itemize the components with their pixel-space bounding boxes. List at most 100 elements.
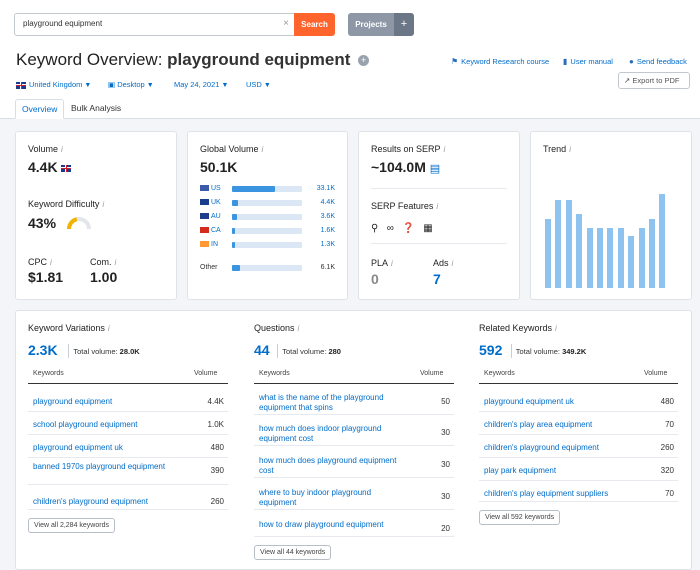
serp-features-icons: ⚲ ∞ ❓ ▦ — [371, 218, 433, 236]
column-header-keywords: Keywords — [33, 370, 64, 377]
country-row[interactable]: IN — [200, 241, 218, 248]
keyword-volume: 70 — [665, 489, 674, 498]
country-volume[interactable]: 4.4K — [320, 199, 335, 206]
country-row[interactable]: US — [200, 185, 221, 192]
tab-bulk-analysis[interactable]: Bulk Analysis — [71, 103, 122, 113]
tabs-divider — [0, 118, 700, 119]
keyword-variations-count[interactable]: 2.3K — [28, 342, 58, 358]
trend-label: Trend i — [543, 144, 571, 154]
other-bar — [232, 265, 302, 271]
country-row[interactable]: CA — [200, 227, 221, 234]
uk-flag-icon — [61, 164, 72, 172]
keyword-variations-view-all-button[interactable]: View all 2,284 keywords — [28, 518, 115, 533]
country-row[interactable]: UK — [200, 199, 221, 206]
row-divider — [254, 477, 454, 478]
export-pdf-button[interactable]: ↗ Export to PDF — [618, 72, 690, 89]
clear-icon[interactable]: × — [283, 18, 289, 29]
row-divider — [28, 509, 228, 510]
chevron-down-icon: ▼ — [221, 82, 229, 89]
related-keywords-view-all-button[interactable]: View all 592 keywords — [479, 510, 561, 525]
serp-value: ~104.0M ▤ — [371, 159, 441, 175]
questions-count[interactable]: 44 — [254, 342, 270, 358]
related-keywords-title: Related Keywords i — [479, 323, 557, 333]
separator — [510, 344, 512, 358]
device-select[interactable]: ▣ Desktop ▼ — [108, 80, 154, 89]
trend-bar — [628, 236, 635, 288]
keyword-link[interactable]: playground equipment uk — [33, 443, 123, 452]
country-volume[interactable]: 1.3K — [320, 241, 335, 248]
keyword-link[interactable]: children's play area equipment — [484, 420, 593, 429]
user-manual-link[interactable]: ▮ User manual — [563, 57, 613, 66]
keyword-link[interactable]: where to buy indoor playground equipment — [259, 488, 372, 507]
trend-bar — [545, 218, 551, 288]
keyword-link[interactable]: how much does playground equipment cost — [259, 456, 397, 475]
separator — [68, 344, 70, 358]
column-header-keywords: Keywords — [484, 370, 515, 377]
megaphone-icon: ⚑ — [451, 57, 459, 66]
ads-value[interactable]: 7 — [433, 271, 441, 287]
keyword-link[interactable]: what is the name of the playground equip… — [259, 393, 384, 412]
country-row[interactable]: AU — [200, 213, 221, 220]
location-pin-icon[interactable]: ⚲ — [371, 223, 379, 234]
keyword-research-course-link[interactable]: ⚑ Keyword Research course — [451, 57, 550, 66]
keyword-link[interactable]: school playground equipment — [33, 420, 138, 429]
keyword-link[interactable]: children's playground equipment — [484, 443, 599, 452]
keyword-link[interactable]: playground equipment — [33, 397, 113, 406]
country-bar — [232, 228, 302, 234]
pla-value: 0 — [371, 271, 379, 287]
cpc-label: CPC i — [28, 257, 52, 267]
pla-label: PLA i — [371, 258, 393, 268]
column-header-volume: Volume — [644, 370, 668, 377]
send-feedback-link[interactable]: ● Send feedback — [629, 57, 687, 66]
country-volume[interactable]: 1.6K — [320, 227, 335, 234]
add-project-button[interactable]: + — [394, 13, 414, 36]
country-code: US — [211, 185, 221, 192]
table-header-divider — [254, 383, 454, 384]
keyword-link[interactable]: how to draw playground equipment — [259, 520, 384, 529]
country-code: AU — [211, 213, 221, 220]
add-keyword-icon[interactable]: + — [358, 55, 370, 67]
serp-divider-2 — [371, 243, 507, 244]
projects-button[interactable]: Projects — [348, 13, 394, 36]
row-divider — [254, 509, 454, 510]
related-keywords-count[interactable]: 592 — [479, 342, 503, 358]
row-divider — [479, 411, 678, 412]
country-bar-fill — [232, 200, 238, 206]
volume-value: 4.4K — [28, 159, 74, 175]
keyword-volume: 50 — [441, 397, 450, 406]
keyword-link[interactable]: play park equipment — [484, 466, 557, 475]
date-select[interactable]: May 24, 2021 ▼ — [174, 80, 229, 89]
column-header-volume: Volume — [194, 370, 218, 377]
trend-bar — [576, 214, 583, 288]
keyword-volume: 320 — [660, 466, 674, 475]
keyword-link[interactable]: children's playground equipment — [33, 497, 148, 506]
link-icon[interactable]: ∞ — [386, 223, 394, 234]
country-bar — [232, 200, 302, 206]
keyword-volume: 1.0K — [207, 420, 224, 429]
keyword-link[interactable]: banned 1970s playground equipment — [33, 462, 166, 471]
keyword-link[interactable]: how much does indoor playground equipmen… — [259, 424, 382, 443]
image-icon[interactable]: ▦ — [423, 223, 433, 234]
serp-snapshot-icon[interactable]: ▤ — [429, 163, 441, 175]
country-select[interactable]: United Kingdom ▼ — [16, 80, 91, 89]
keyword-link[interactable]: children's play equipment suppliers — [484, 489, 609, 498]
country-volume[interactable]: 33.1K — [316, 185, 335, 192]
country-bar-fill — [232, 186, 276, 192]
row-divider — [479, 457, 678, 458]
trend-bar — [659, 193, 666, 288]
keyword-link[interactable]: playground equipment uk — [484, 397, 574, 406]
search-button[interactable]: Search — [294, 13, 335, 36]
country-bar — [232, 214, 302, 220]
chat-icon: ● — [629, 57, 634, 66]
tab-overview[interactable]: Overview — [15, 99, 65, 119]
questions-view-all-button[interactable]: View all 44 keywords — [254, 545, 332, 560]
trend-bar — [597, 227, 603, 288]
question-icon[interactable]: ❓ — [402, 223, 415, 234]
keyword-volume: 4.4K — [207, 397, 224, 406]
country-volume[interactable]: 3.6K — [320, 213, 335, 220]
currency-select[interactable]: USD ▼ — [246, 80, 271, 89]
keyword-volume: 260 — [210, 497, 224, 506]
search-input[interactable]: playground equipment × — [14, 13, 296, 36]
page-title: Keyword Overview: playground equipment + — [16, 50, 370, 70]
row-divider — [479, 501, 678, 502]
